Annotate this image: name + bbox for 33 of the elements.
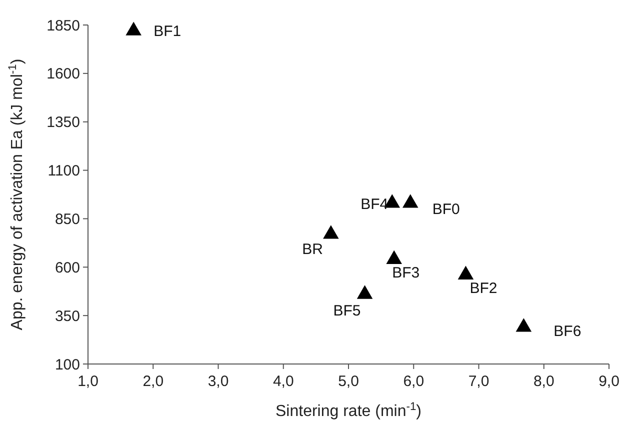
annotation: BF4 bbox=[360, 196, 388, 214]
point bbox=[386, 250, 402, 264]
annotation: BF5 bbox=[333, 302, 361, 320]
x-tick-label: 7,0 bbox=[468, 373, 490, 390]
point bbox=[402, 194, 418, 208]
annotation: BF3 bbox=[392, 264, 420, 282]
annotation: BR bbox=[302, 241, 324, 258]
x-axis-title: Sintering rate (min$^{-1}$) bbox=[276, 401, 422, 420]
y-tick-label: 350 bbox=[54, 308, 80, 325]
y-tick-label: 1850 bbox=[46, 17, 80, 34]
point bbox=[458, 266, 474, 280]
point bbox=[356, 285, 373, 299]
x-tick-label: 9,0 bbox=[598, 373, 620, 390]
y-tick-label: 1100 bbox=[48, 162, 80, 180]
x-tick-label: 4,0 bbox=[272, 373, 294, 390]
point bbox=[516, 318, 532, 332]
x-tick-label: 3,0 bbox=[208, 373, 229, 390]
point bbox=[126, 22, 142, 36]
y-tick-label: 600 bbox=[54, 259, 80, 276]
annotation: BF2 bbox=[470, 280, 498, 297]
y-tick-label: 100 bbox=[54, 356, 80, 374]
x-tick-label: 5,0 bbox=[338, 373, 359, 390]
x-tick-label: 6,0 bbox=[403, 373, 424, 390]
x-tick-label: 1,0 bbox=[78, 373, 98, 390]
x-tick-label: 8,0 bbox=[533, 373, 554, 390]
y-tick-label: 1600 bbox=[46, 66, 80, 83]
annotation: BF0 bbox=[432, 201, 460, 218]
x-tick-label: 2,0 bbox=[142, 373, 164, 390]
annotation: BF6 bbox=[554, 323, 582, 340]
point bbox=[323, 225, 339, 239]
annotation: BF1 bbox=[154, 22, 182, 40]
y-tick-label: 1350 bbox=[46, 114, 80, 132]
y-tick-label: 850 bbox=[54, 210, 80, 228]
